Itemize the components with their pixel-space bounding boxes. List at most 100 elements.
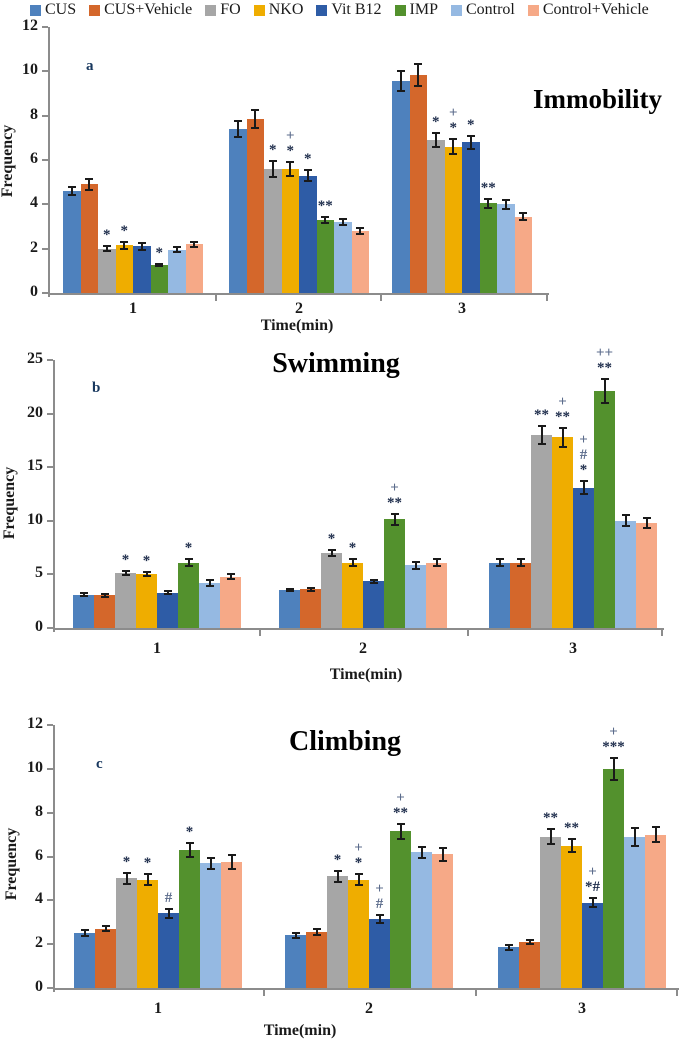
error-bar-cap xyxy=(375,913,384,916)
legend-item-fo: FO xyxy=(205,1,241,19)
error-bar-cap xyxy=(172,246,181,249)
error-bar-cap xyxy=(449,153,458,156)
legend-label: IMP xyxy=(409,1,438,18)
error-bar xyxy=(289,162,292,176)
significance-symbol: ** xyxy=(543,810,558,827)
bar-nko-t1 xyxy=(115,245,133,293)
error-bar-cap xyxy=(80,935,89,938)
x-axis-tick xyxy=(661,630,663,636)
error-bar-cap xyxy=(206,867,215,870)
y-tick-label: 10 xyxy=(27,758,43,776)
error-bar xyxy=(351,559,354,566)
significance-annotation: *#+ xyxy=(562,433,606,478)
significance-annotation: ** xyxy=(520,408,564,423)
x-tick-label: 1 xyxy=(153,640,161,657)
error-bar xyxy=(582,481,585,494)
bar-nko-t1 xyxy=(136,573,157,628)
x-axis-title: Time(min) xyxy=(260,317,334,334)
error-bar-cap xyxy=(155,263,164,266)
error-bar xyxy=(603,379,606,403)
error-bar xyxy=(372,579,375,583)
error-bar-cap xyxy=(80,928,89,931)
chart-immobility: 0 2 4 6 8 10 12 1 2 3 * * * * * + * + * * * ** ** a Immobility Ti… xyxy=(0,17,685,340)
y-tick-label: 12 xyxy=(22,17,38,34)
y-axis-tick xyxy=(42,26,48,28)
significance-symbol: *** xyxy=(602,738,625,755)
error-bar-cap xyxy=(286,174,295,177)
error-bar xyxy=(434,133,437,147)
error-bar xyxy=(399,71,402,92)
error-bar-cap xyxy=(185,855,194,858)
y-axis-tick xyxy=(47,573,53,576)
error-bar-cap xyxy=(630,844,639,847)
significance-annotation: * xyxy=(137,246,181,261)
error-bar-cap xyxy=(333,880,342,883)
error-bar-cap xyxy=(600,401,609,404)
bar-control-t3 xyxy=(615,520,636,628)
bar-cus-vehicle-t3 xyxy=(510,562,531,628)
error-bar xyxy=(175,247,178,253)
bar-control-t1 xyxy=(168,249,186,293)
significance-symbol: *# xyxy=(585,879,600,896)
error-bar xyxy=(158,264,161,267)
bar-fo-t2 xyxy=(264,168,282,293)
bar-cus-t1 xyxy=(74,933,95,988)
legend-swatch-icon xyxy=(205,4,217,16)
error-bar-cap xyxy=(431,132,440,135)
error-bar-cap xyxy=(142,570,151,573)
bar-cus-vehicle-t2 xyxy=(246,118,264,293)
y-tick-label: 4 xyxy=(35,890,43,908)
significance-symbol: + xyxy=(558,393,567,410)
y-axis-title: Frequency xyxy=(3,827,20,901)
error-bar-cap xyxy=(354,883,363,886)
significance-annotation: * xyxy=(125,553,169,569)
error-bar-cap xyxy=(286,161,295,164)
y-axis-tick xyxy=(42,70,48,73)
error-bar xyxy=(519,559,522,566)
significance-annotation: * xyxy=(168,825,212,840)
error-bar-cap xyxy=(122,871,131,874)
bar-control-vehicle-t3 xyxy=(645,834,666,988)
error-bar xyxy=(498,559,501,566)
y-tick-label: 4 xyxy=(30,194,38,212)
error-bar-cap xyxy=(432,565,441,568)
significance-annotation: * xyxy=(310,531,354,547)
error-bar-cap xyxy=(268,175,277,178)
chart-swimming: 0 5 10 15 20 25 1 2 3 * * ** * * ** + * # + * ** + ** ++ b Swimmi… xyxy=(0,340,685,700)
significance-annotation: # xyxy=(147,891,191,906)
error-bar xyxy=(633,828,636,846)
error-bar-cap xyxy=(630,827,639,829)
significance-symbol: ** xyxy=(555,408,570,425)
significance-annotation: * + xyxy=(268,129,312,159)
significance-annotation: ** xyxy=(466,180,510,196)
bar-imp-t3 xyxy=(594,391,615,628)
legend-label: NKO xyxy=(268,1,304,18)
error-bar-cap xyxy=(306,586,315,589)
error-bar xyxy=(612,757,615,780)
significance-symbol: + xyxy=(396,789,405,806)
error-bar-cap xyxy=(651,825,660,828)
error-bar-cap xyxy=(504,948,513,951)
error-bar-cap xyxy=(143,883,152,886)
bar-cus-vehicle-t1 xyxy=(80,184,98,293)
bar-control-vehicle-t2 xyxy=(432,854,453,988)
significance-annotation: *#+ xyxy=(571,865,615,895)
error-bar-cap xyxy=(338,218,347,221)
bar-cus-vehicle-t1 xyxy=(94,595,115,628)
error-bar-cap xyxy=(190,245,199,248)
bar-cus-t3 xyxy=(489,562,510,628)
error-bar-cap xyxy=(327,555,336,558)
bar-fo-t2 xyxy=(327,876,348,988)
error-bar-cap xyxy=(396,837,405,840)
chart-title-climbing: Climbing xyxy=(288,726,402,757)
error-bar-cap xyxy=(484,206,493,209)
error-bar-cap xyxy=(185,842,194,845)
significance-symbol: * xyxy=(286,143,295,160)
error-bar xyxy=(70,186,73,196)
error-bar-cap xyxy=(417,856,426,859)
error-bar xyxy=(104,926,107,932)
significance-symbol: * xyxy=(120,223,129,240)
error-bar xyxy=(393,513,396,525)
y-axis-tick xyxy=(42,203,48,206)
error-bar-cap xyxy=(390,512,399,515)
